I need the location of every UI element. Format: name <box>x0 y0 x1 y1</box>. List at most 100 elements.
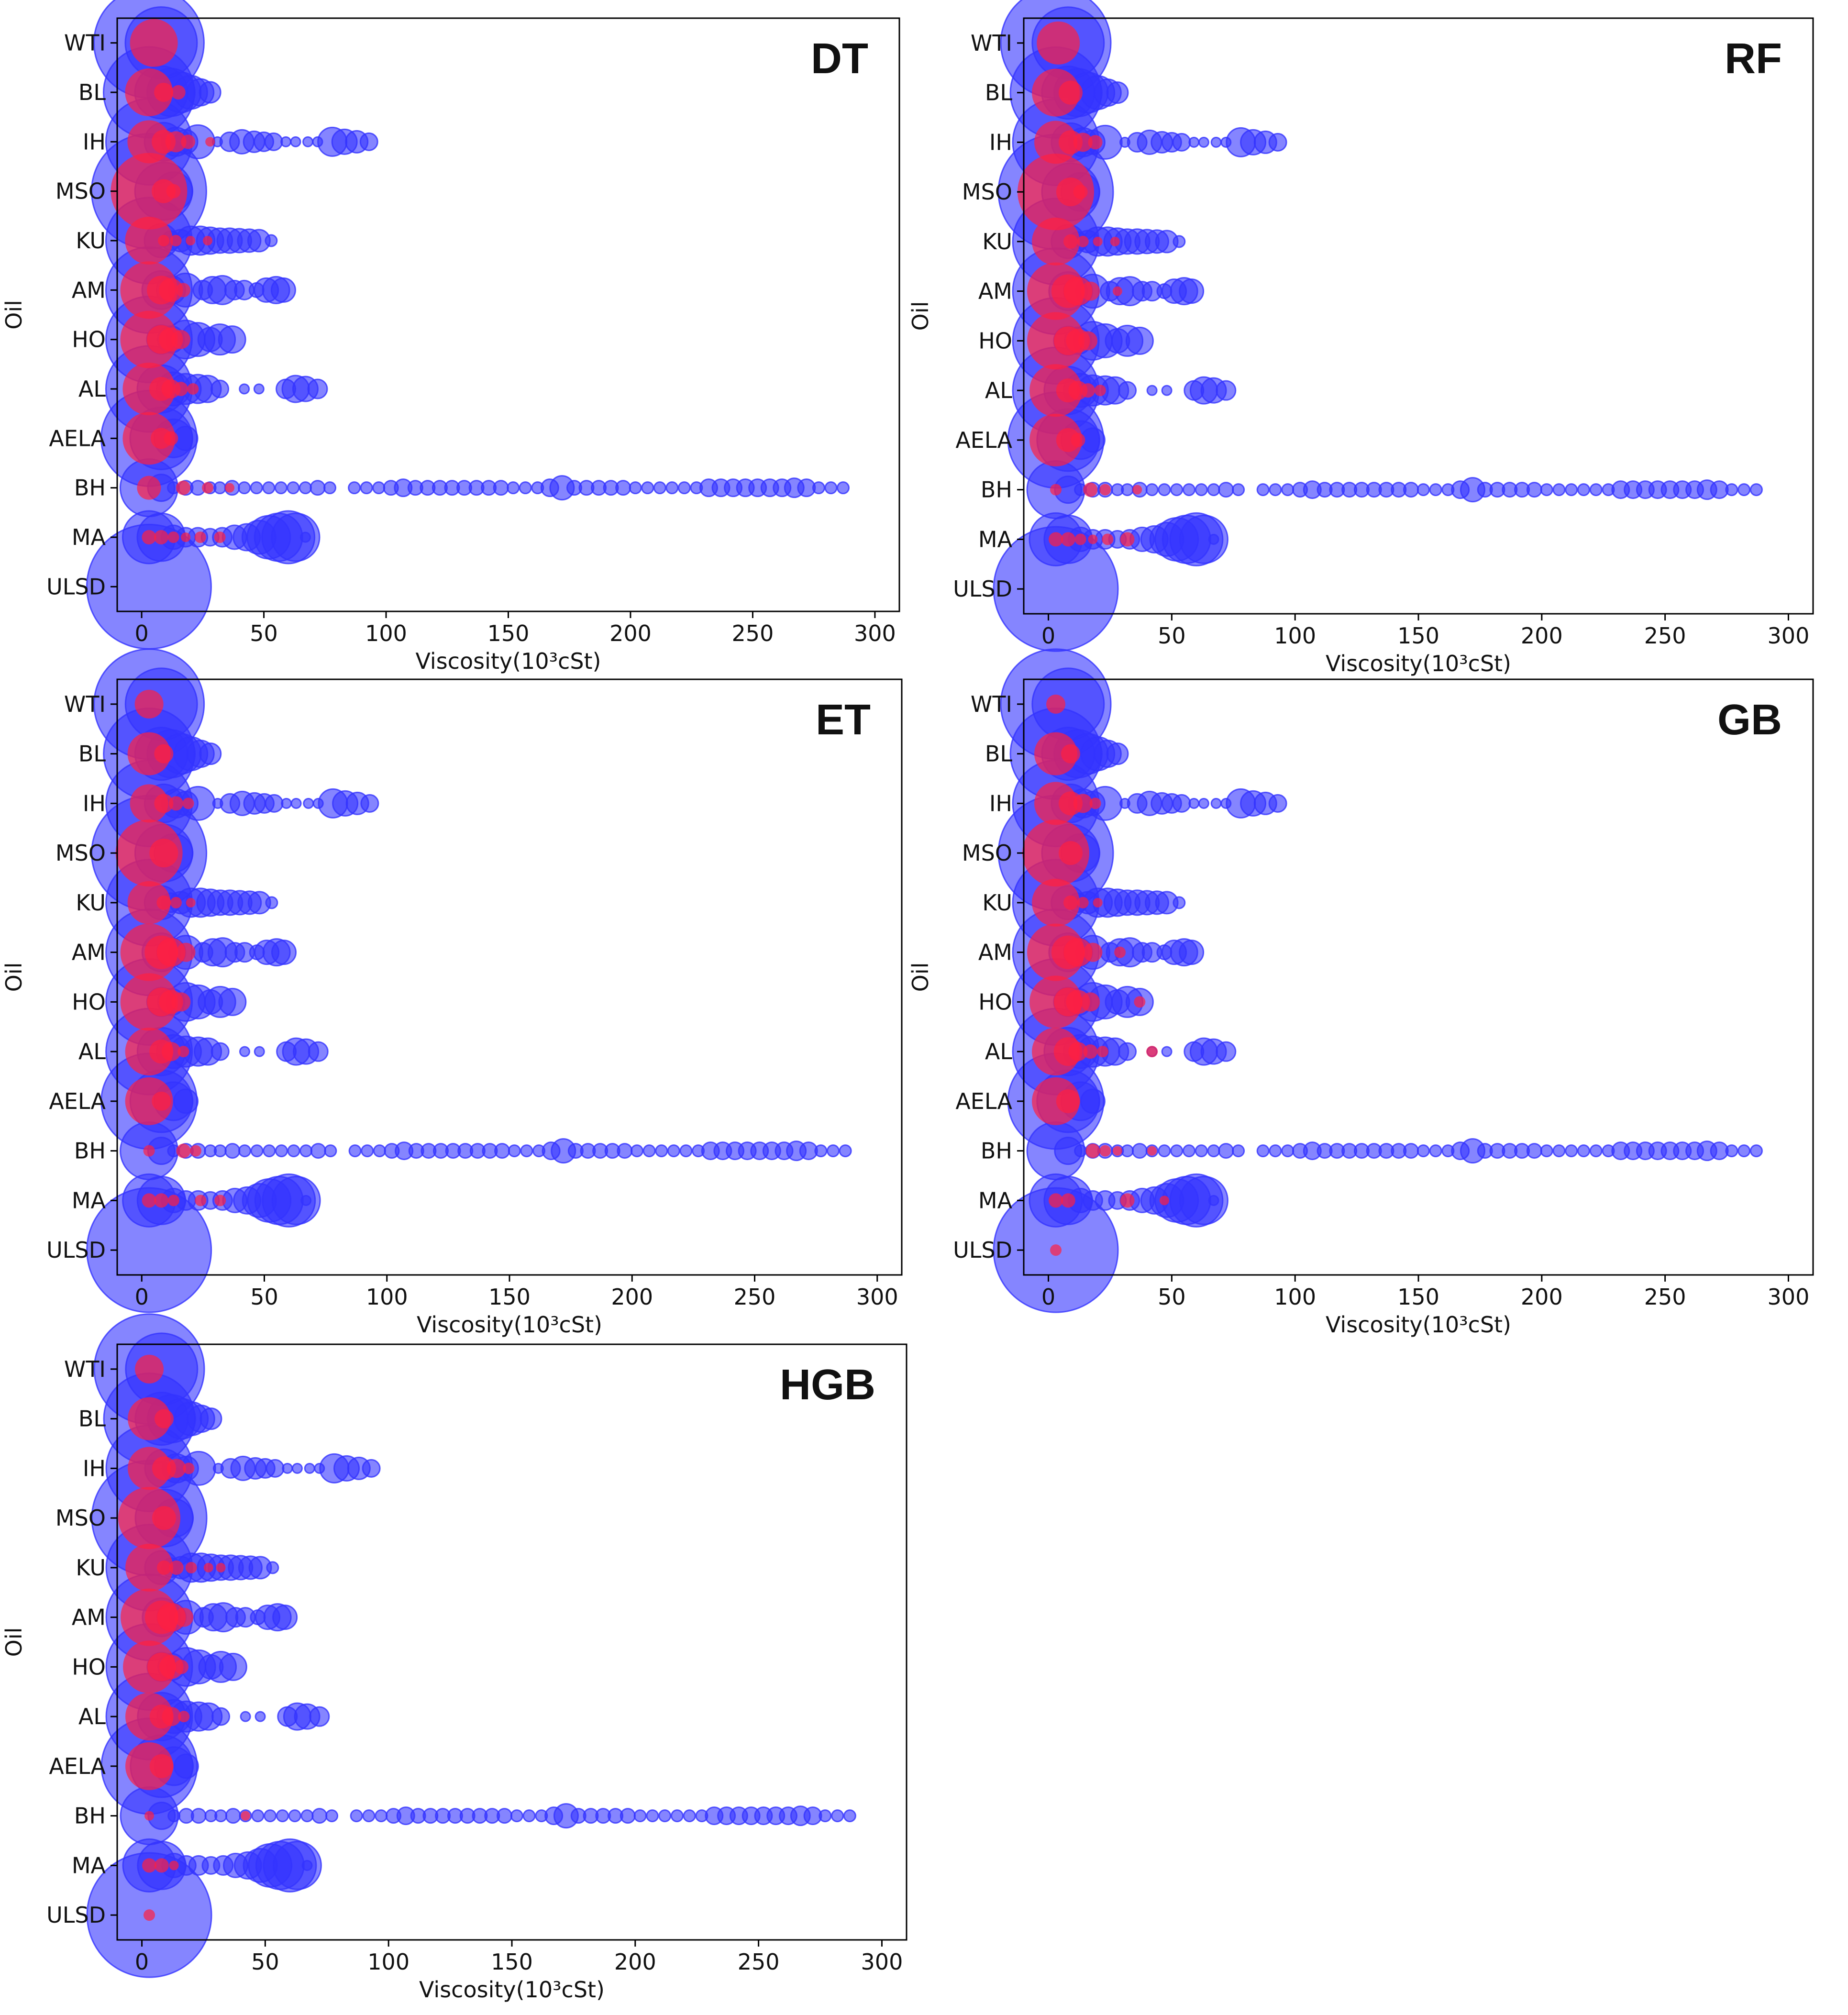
predicted-point-ih <box>154 794 174 813</box>
x-axis-label: Viscosity(10³cSt) <box>415 648 601 674</box>
actual-point-al <box>1118 381 1137 400</box>
y-tick-label: BH <box>74 1803 106 1829</box>
y-tick-label: BH <box>981 477 1012 503</box>
y-tick-label: HO <box>978 328 1012 354</box>
actual-point-bh <box>522 1809 536 1823</box>
predicted-point-bl <box>1058 80 1083 105</box>
chart-panel-et: WTI BL IH MSO KU AM HO AL AELA BH MA ULSD 0 50 100 150 2… <box>1 648 903 1338</box>
actual-point-bh <box>617 1143 633 1159</box>
actual-point-bh <box>1218 482 1234 498</box>
axes-frame <box>116 17 900 612</box>
actual-point-aela <box>1080 1088 1106 1114</box>
predicted-point-ku <box>127 881 171 924</box>
actual-point-bh <box>238 481 251 495</box>
predicted-point-aela <box>125 1742 174 1790</box>
x-tick-label: 50 <box>250 620 278 646</box>
predicted-point-ku <box>125 217 173 265</box>
actual-point-bh <box>310 1143 326 1159</box>
x-tick-label: 200 <box>1521 623 1563 649</box>
actual-point-bh <box>1170 483 1184 497</box>
actual-point-bh <box>238 1144 251 1158</box>
x-tick-label: 50 <box>250 1284 278 1310</box>
actual-point-bh <box>683 1809 696 1823</box>
actual-point-bh <box>1565 1144 1578 1158</box>
actual-point-bh <box>646 1809 659 1823</box>
predicted-point-am <box>176 942 196 962</box>
actual-point-al <box>1146 385 1158 396</box>
y-tick-label: BL <box>985 741 1013 767</box>
predicted-point-bh <box>241 1811 251 1821</box>
x-tick-label: 150 <box>1397 623 1439 649</box>
actual-point-bh <box>1725 483 1738 497</box>
actual-point-bh <box>836 481 850 495</box>
predicted-point-ku <box>1093 236 1103 246</box>
y-tick-label: MSO <box>962 840 1012 866</box>
actual-point-ih <box>281 797 292 809</box>
panel-title: GB <box>1717 696 1782 744</box>
actual-point-bh <box>1526 482 1542 498</box>
actual-point-al <box>254 1046 265 1057</box>
predicted-point-bl <box>154 83 174 102</box>
axes-frame <box>1023 17 1814 615</box>
actual-point-al <box>210 1042 230 1061</box>
predicted-point-bh <box>143 1145 155 1157</box>
predicted-point-bh <box>1099 484 1111 496</box>
predicted-point-ih <box>169 796 183 811</box>
predicted-point-am <box>1081 281 1100 301</box>
predicted-point-wti <box>1037 21 1080 65</box>
predicted-point-ih <box>165 131 187 153</box>
actual-point-ma <box>271 512 321 562</box>
predicted-point-bh <box>137 476 161 500</box>
actual-point-al <box>255 1711 266 1722</box>
predicted-point-ku <box>1110 236 1120 246</box>
predicted-point-ku <box>186 897 196 908</box>
chart-panel-hgb: WTI BL IH MSO KU AM HO AL AELA BH MA ULSD 0 50 100 150 2… <box>1 1313 907 2003</box>
x-tick-label: 300 <box>854 620 896 646</box>
predicted-point-aela <box>125 1077 173 1125</box>
predicted-point-ma <box>1120 532 1135 547</box>
actual-point-bh <box>508 1144 521 1158</box>
actual-point-ulsd <box>86 1187 212 1313</box>
y-tick-label: IH <box>83 790 106 816</box>
predicted-point-bh <box>202 482 214 494</box>
actual-point-al <box>240 1711 251 1722</box>
panel-title: ET <box>816 696 871 744</box>
actual-point-bh <box>667 1144 680 1158</box>
actual-point-bh <box>214 1809 228 1823</box>
actual-point-al <box>239 383 250 395</box>
actual-point-bh <box>493 480 509 496</box>
actual-point-bh <box>827 1144 840 1158</box>
predicted-point-ku <box>158 235 170 246</box>
axes-frame <box>116 678 903 1276</box>
actual-point-bh <box>263 1144 276 1158</box>
actual-point-ih <box>1188 797 1200 809</box>
predicted-point-ma <box>167 531 179 543</box>
actual-point-al <box>239 1046 250 1057</box>
actual-point-bh <box>1269 1144 1282 1158</box>
x-tick-label: 300 <box>861 1949 903 1975</box>
predicted-point-ma <box>1061 1193 1075 1208</box>
y-tick-label: AM <box>978 940 1012 965</box>
actual-point-aela <box>173 1753 199 1779</box>
actual-point-bh <box>1074 1144 1087 1158</box>
predicted-point-ma <box>1120 1193 1135 1208</box>
predicted-point-bh <box>176 480 190 495</box>
y-tick-label: WTI <box>64 1356 106 1382</box>
markers-group <box>86 648 852 1313</box>
predicted-point-bl <box>1061 744 1080 764</box>
x-tick-label: 150 <box>491 1949 533 1975</box>
predicted-point-mso <box>1018 154 1095 231</box>
actual-point-bh <box>373 1144 386 1158</box>
x-tick-label: 0 <box>1041 623 1055 649</box>
actual-point-bh <box>1540 1144 1553 1158</box>
y-tick-label: ULSD <box>46 574 106 599</box>
actual-point-bh <box>497 1808 513 1824</box>
axes-frame <box>1023 678 1814 1276</box>
actual-point-bh <box>325 1809 339 1823</box>
y-tick-label: WTI <box>64 691 106 717</box>
predicted-point-ulsd <box>144 1909 155 1921</box>
actual-point-bh <box>839 1144 852 1158</box>
actual-point-bh <box>1540 483 1553 497</box>
actual-point-ma <box>299 531 311 543</box>
x-tick-label: 250 <box>738 1949 780 1975</box>
